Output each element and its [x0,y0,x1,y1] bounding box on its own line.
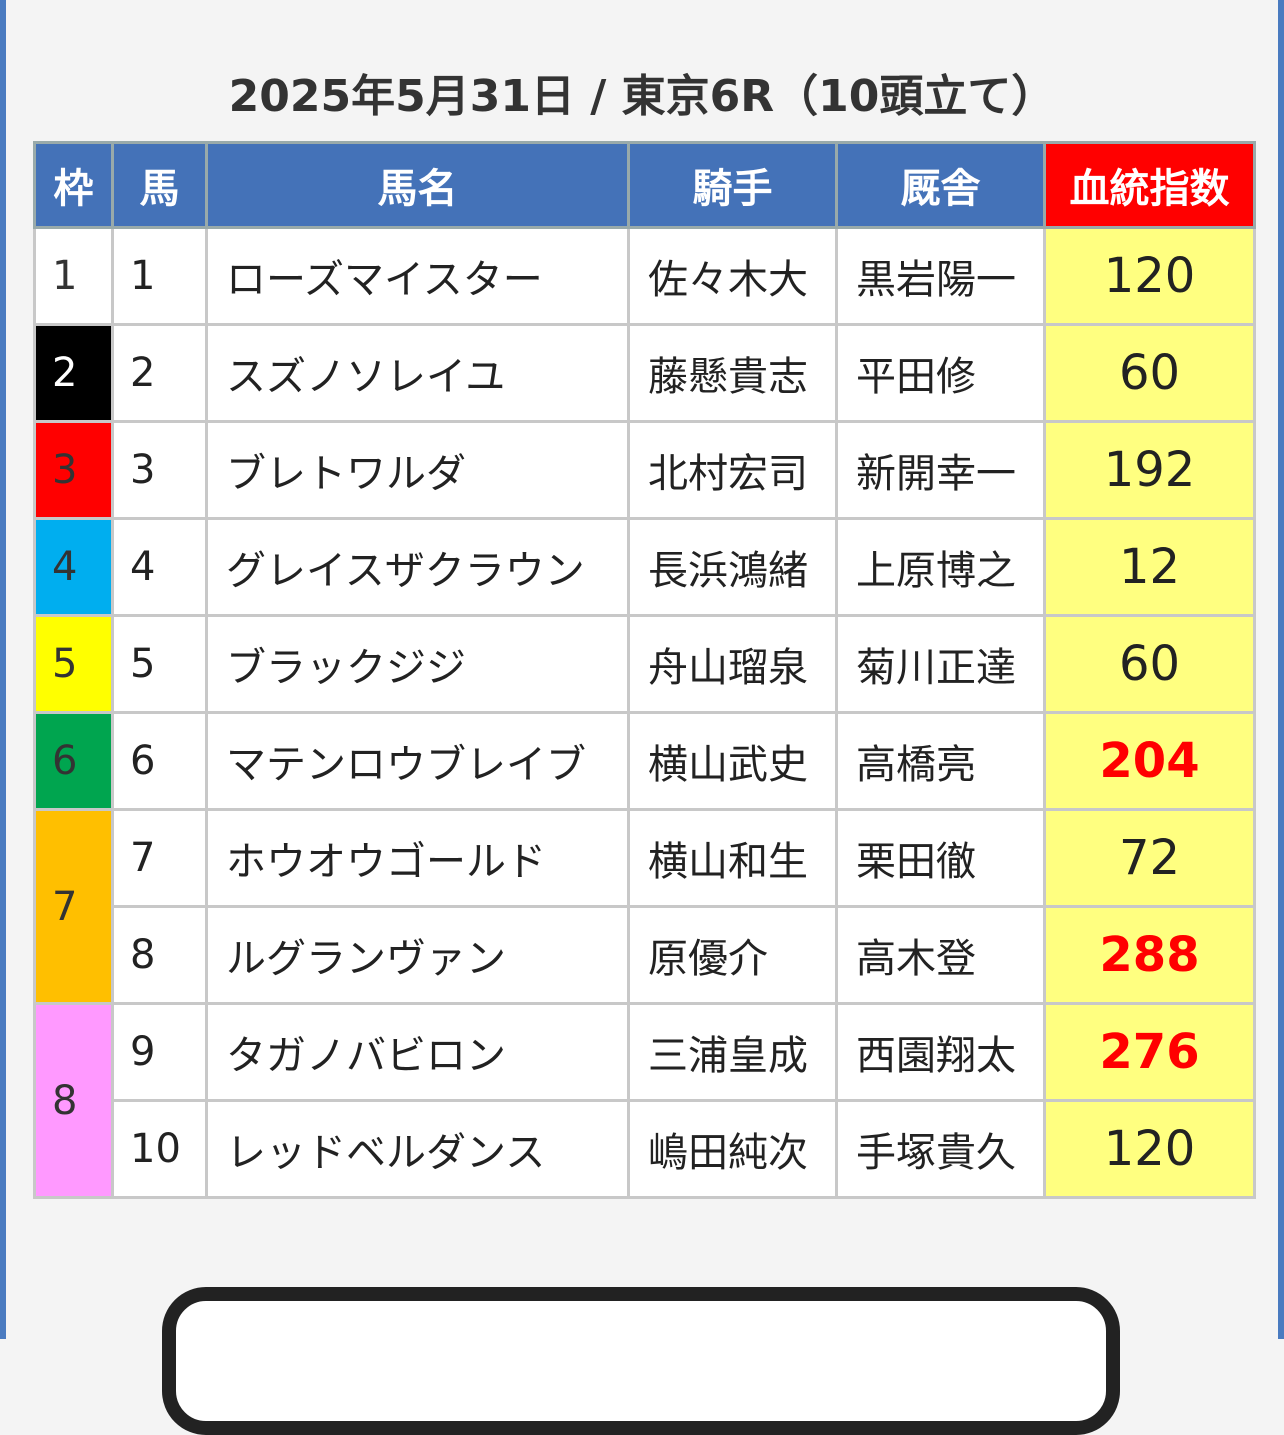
horse-name: グレイスザクラウン [205,517,630,617]
horse-number: 6 [111,711,208,811]
frame-number: 7 [33,808,114,1005]
trainer: 高橋亮 [835,711,1046,811]
trainer: 新開幸一 [835,420,1046,520]
frame-number: 3 [33,420,114,520]
jockey: 長浜鴻緒 [627,517,838,617]
jockey: 北村宏司 [627,420,838,520]
trainer: 平田修 [835,323,1046,423]
entry-row: 8 ルグランヴァン 原優介 高木登 288 [35,905,1256,1005]
jockey: 舟山瑠泉 [627,614,838,714]
bloodline-index: 12 [1043,517,1256,617]
bloodline-index: 120 [1043,226,1256,326]
column-header: 馬 [111,141,208,229]
frame-number: 5 [33,614,114,714]
bloodline-index: 276 [1043,1002,1256,1102]
jockey: 藤懸貴志 [627,323,838,423]
frame-number: 1 [33,226,114,326]
horse-name: スズノソレイユ [205,323,630,423]
bloodline-index: 72 [1043,808,1256,908]
horse-number: 9 [111,1002,208,1102]
entry-row: 7 7 ホウオウゴールド 横山和生 栗田徹 72 [33,808,1256,1005]
bloodline-index: 60 [1043,323,1256,423]
horse-number: 2 [111,323,208,423]
frame-number: 8 [33,1002,114,1199]
table-body: 1 1 ローズマイスター 佐々木大 黒岩陽一 120 2 2 スズノソレイユ 藤懸貴志 平田修 60 3… [33,226,1256,1199]
bloodline-index: 120 [1043,1099,1256,1199]
trainer: 手塚貴久 [835,1099,1046,1199]
jockey: 横山武史 [627,711,838,811]
trainer: 上原博之 [835,517,1046,617]
entry-row: 4 4 グレイスザクラウン 長浜鴻緒 上原博之 12 [33,517,1256,617]
horse-number: 3 [111,420,208,520]
horse-name: タガノバビロン [205,1002,630,1102]
column-header: 血統指数 [1043,141,1256,229]
jockey: 佐々木大 [627,226,838,326]
horse-number: 1 [111,226,208,326]
column-header: 馬名 [205,141,630,229]
frame-number: 2 [33,323,114,423]
horse-name: ブラックジジ [205,614,630,714]
jockey: 三浦皇成 [627,1002,838,1102]
entry-row: 5 5 ブラックジジ 舟山瑠泉 菊川正達 60 [33,614,1256,714]
horse-name: ルグランヴァン [205,905,630,1005]
horse-name: ホウオウゴールド [205,808,630,908]
trainer: 黒岩陽一 [835,226,1046,326]
right-edge [1278,0,1284,1339]
entry-row: 2 2 スズノソレイユ 藤懸貴志 平田修 60 [33,323,1256,423]
column-header: 厩舎 [835,141,1046,229]
jockey: 横山和生 [627,808,838,908]
horse-number: 5 [111,614,208,714]
horse-name: ブレトワルダ [205,420,630,520]
entry-row: 3 3 ブレトワルダ 北村宏司 新開幸一 192 [33,420,1256,520]
frame-number: 6 [33,711,114,811]
horse-name: ローズマイスター [205,226,630,326]
horse-number: 7 [111,808,208,908]
bloodline-index: 60 [1043,614,1256,714]
left-edge [0,0,6,1339]
bloodline-index: 204 [1043,711,1256,811]
entry-table: 枠馬馬名 騎手 厩舎 血統指数 1 1 ローズマイスター 佐々木大 黒岩陽一 120 2 2 スズノソ… [33,141,1256,1199]
column-header: 枠 [33,141,114,229]
entry-row: 10 レッドベルダンス 嶋田純次 手塚貴久 120 [35,1099,1256,1199]
header-row: 枠馬馬名 騎手 厩舎 血統指数 [33,141,1256,229]
race-title: 2025年5月31日 / 東京6R（10頭立て） [228,71,1056,122]
horse-name: レッドベルダンス [205,1099,630,1199]
column-header: 騎手 [627,141,838,229]
trainer: 栗田徹 [835,808,1046,908]
horse-name: マテンロウブレイブ [205,711,630,811]
horse-number: 10 [111,1099,208,1199]
entry-row: 8 9 タガノバビロン 三浦皇成 西園翔太 276 [33,1002,1256,1199]
entry-row: 1 1 ローズマイスター 佐々木大 黒岩陽一 120 [33,226,1256,326]
trainer: 菊川正達 [835,614,1046,714]
jockey: 原優介 [627,905,838,1005]
next-card [162,1287,1120,1435]
entry-row: 6 6 マテンロウブレイブ 横山武史 高橋亮 204 [33,711,1256,811]
jockey: 嶋田純次 [627,1099,838,1199]
trainer: 西園翔太 [835,1002,1046,1102]
frame-number: 4 [33,517,114,617]
bloodline-index: 192 [1043,420,1256,520]
horse-number: 4 [111,517,208,617]
bloodline-index: 288 [1043,905,1256,1005]
horse-number: 8 [111,905,208,1005]
trainer: 高木登 [835,905,1046,1005]
